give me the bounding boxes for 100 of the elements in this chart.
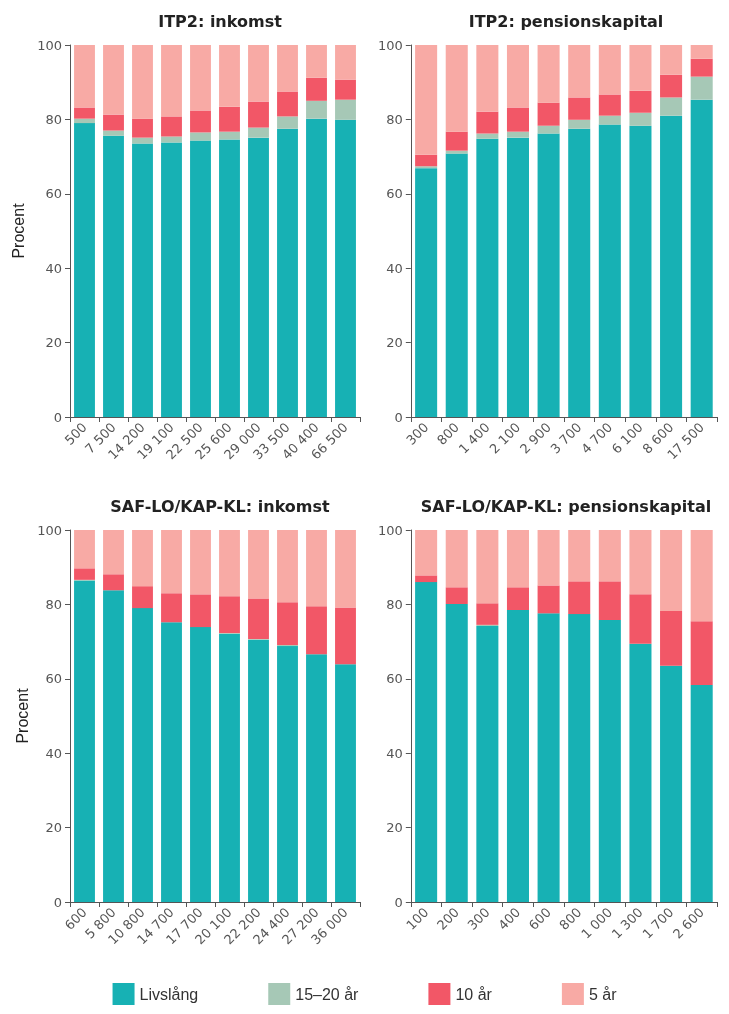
legend-label: Livslång	[139, 985, 199, 1003]
bar	[476, 133, 499, 139]
bar	[537, 102, 560, 126]
bar	[415, 168, 438, 417]
bar	[506, 609, 529, 902]
bar	[190, 627, 211, 902]
bar	[219, 131, 240, 140]
x-tick-label: 400	[495, 904, 524, 933]
y-axis-title: Procent	[13, 687, 31, 744]
bar	[568, 128, 591, 417]
bar	[277, 128, 298, 417]
y-tick-label: 100	[37, 522, 62, 538]
bar	[445, 150, 468, 154]
y-tick-label: 20	[45, 335, 62, 351]
bar	[132, 530, 153, 587]
bar	[690, 58, 713, 77]
bar	[690, 685, 713, 902]
bar	[445, 530, 468, 588]
bar	[219, 530, 240, 597]
bar	[537, 45, 560, 103]
bar	[103, 114, 124, 131]
x-tick-label: 200	[433, 904, 463, 933]
bar	[598, 620, 621, 902]
bar	[629, 125, 652, 417]
bar	[476, 530, 499, 604]
bar	[506, 45, 529, 108]
bar	[132, 137, 153, 144]
bar	[537, 613, 560, 902]
bar	[248, 137, 269, 417]
bar	[476, 111, 499, 134]
legend-label: 5 år	[588, 985, 618, 1003]
bar	[132, 118, 153, 138]
bar	[506, 530, 529, 588]
bar	[103, 530, 124, 575]
y-tick-label: 0	[394, 409, 403, 425]
bar	[506, 587, 529, 610]
bar	[190, 530, 211, 595]
bar	[103, 45, 124, 115]
bar	[219, 596, 240, 634]
y-tick-label: 0	[394, 894, 403, 910]
y-axis-title: Procent	[9, 202, 27, 259]
bar	[103, 135, 124, 417]
bar	[277, 116, 298, 129]
bar	[629, 112, 652, 126]
bar	[660, 74, 683, 98]
y-tick-label: 60	[45, 671, 62, 687]
bar	[629, 594, 652, 644]
bar	[103, 574, 124, 591]
bar	[629, 530, 652, 595]
bar	[445, 131, 468, 151]
bar	[568, 45, 591, 98]
bar	[248, 101, 269, 128]
bar	[190, 45, 211, 111]
bar	[690, 530, 713, 622]
bar	[335, 119, 356, 417]
bar	[415, 530, 438, 576]
bar	[277, 646, 298, 902]
y-tick-label: 60	[386, 186, 403, 202]
bar	[415, 575, 438, 583]
y-tick-label: 40	[386, 745, 403, 761]
bar	[277, 91, 298, 117]
bar	[629, 643, 652, 902]
bar	[568, 119, 591, 129]
bar	[74, 45, 95, 108]
chart-title: ITP2: inkomst	[158, 11, 283, 31]
bar	[598, 124, 621, 417]
bar	[306, 654, 327, 902]
bar	[219, 45, 240, 107]
bar	[306, 118, 327, 417]
bar	[190, 110, 211, 133]
bar	[74, 568, 95, 580]
bar	[690, 621, 713, 686]
bar	[277, 530, 298, 603]
bar	[690, 45, 713, 59]
y-tick-label: 80	[386, 111, 403, 127]
bar	[476, 625, 499, 902]
bar	[537, 125, 560, 134]
bar	[335, 99, 356, 120]
bar	[161, 530, 182, 594]
y-tick-label: 60	[386, 671, 403, 687]
bar	[190, 594, 211, 628]
chart-title: SAF-LO/KAP-KL: inkomst	[110, 496, 331, 516]
y-tick-label: 100	[377, 37, 403, 53]
chart-title: SAF-LO/KAP-KL: pensionskapital	[420, 496, 712, 516]
y-tick-label: 100	[377, 522, 403, 538]
bar	[415, 45, 438, 155]
bar	[660, 115, 683, 417]
bar	[74, 530, 95, 569]
bar	[132, 608, 153, 902]
bar	[335, 607, 356, 665]
bar	[74, 580, 95, 902]
bar	[190, 132, 211, 141]
bar	[161, 45, 182, 117]
bar	[445, 604, 468, 902]
bar	[248, 45, 269, 102]
bar	[445, 45, 468, 132]
y-tick-label: 40	[386, 260, 403, 276]
bar	[476, 138, 499, 417]
bar	[568, 581, 591, 615]
bar	[445, 153, 468, 417]
